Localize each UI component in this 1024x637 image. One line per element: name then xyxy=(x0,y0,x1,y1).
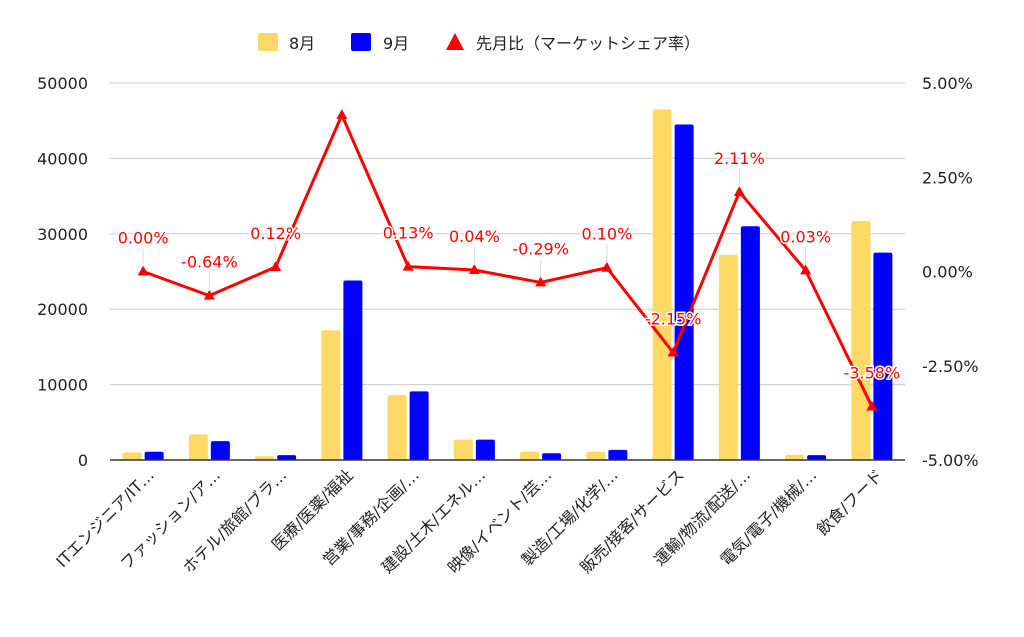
bar-sep xyxy=(807,455,827,460)
bars xyxy=(122,109,893,460)
left-axis: 0 10000 20000 30000 40000 50000 xyxy=(37,74,88,470)
right-tick-label: 2.50% xyxy=(922,168,973,187)
line-point-marker xyxy=(137,265,149,276)
bar-aug xyxy=(321,330,341,460)
bar-aug xyxy=(785,454,805,460)
bar-sep xyxy=(608,449,628,460)
bar-aug xyxy=(586,451,606,460)
line-data-label: -0.29% xyxy=(512,239,569,258)
bar-aug xyxy=(718,254,738,460)
category-label: 飲食/フード xyxy=(813,465,887,539)
line-point-marker xyxy=(800,264,812,275)
category-labels: ITエンジニア/IT…ファッション/ア…ホテル/旅館/ブラ…医療/医薬/福祉営業… xyxy=(52,465,886,577)
line-data-label: 0.10% xyxy=(581,225,632,244)
line-point-marker xyxy=(667,346,679,357)
line-data-label: -3.58% xyxy=(844,363,901,382)
legend-label-sep: 9月 xyxy=(383,34,409,53)
right-tick-label: 0.00% xyxy=(922,263,973,282)
bar-aug xyxy=(188,434,208,460)
line-point-marker xyxy=(601,261,613,272)
legend-swatch-aug xyxy=(258,33,278,51)
right-tick-label: 5.00% xyxy=(922,74,973,93)
bar-aug xyxy=(122,452,142,460)
bar-aug xyxy=(851,220,871,460)
line-data-label: -2.15% xyxy=(645,310,702,329)
line-point-marker xyxy=(203,289,215,300)
gridlines xyxy=(110,82,905,386)
bar-sep xyxy=(873,252,893,460)
bar-sep xyxy=(343,280,363,460)
line-point-marker xyxy=(336,109,348,120)
bar-aug xyxy=(387,395,407,460)
line-data-label: 0.13% xyxy=(383,224,434,243)
left-tick-label: 0 xyxy=(78,451,88,470)
bar-sep xyxy=(475,439,495,460)
right-tick-label: -2.50% xyxy=(922,357,979,376)
bar-sep xyxy=(144,451,164,460)
line-point-marker xyxy=(402,260,414,271)
bar-sep xyxy=(210,441,230,460)
bar-aug xyxy=(255,456,275,460)
left-tick-label: 20000 xyxy=(37,300,88,319)
line-data-label: -0.64% xyxy=(181,253,238,272)
left-tick-label: 30000 xyxy=(37,225,88,244)
bar-aug xyxy=(453,439,473,460)
left-tick-label: 10000 xyxy=(37,376,88,395)
legend-swatch-sep xyxy=(351,33,371,51)
legend-label-share: 先月比（マーケットシェア率） xyxy=(476,34,700,53)
right-axis: -5.00% -2.50% 0.00% 2.50% 5.00% xyxy=(922,74,979,470)
left-tick-label: 40000 xyxy=(37,149,88,168)
legend: 8月 9月 先月比（マーケットシェア率） xyxy=(258,33,700,53)
line-point-marker xyxy=(270,260,282,271)
bar-sep xyxy=(277,455,297,460)
line-data-label: 0.00% xyxy=(118,229,169,248)
line-data-label: 0.03% xyxy=(780,227,831,246)
legend-label-aug: 8月 xyxy=(289,34,315,53)
left-tick-label: 50000 xyxy=(37,74,88,93)
share-line xyxy=(137,109,878,411)
line-data-label: 0.12% xyxy=(250,224,301,243)
line-point-marker xyxy=(468,263,480,274)
bar-sep xyxy=(674,124,694,460)
bar-sep xyxy=(542,453,562,460)
legend-triangle-icon xyxy=(446,33,464,50)
right-tick-label: -5.00% xyxy=(922,451,979,470)
bar-sep xyxy=(740,226,760,460)
line-data-label: 2.11% xyxy=(714,149,765,168)
line-point-marker xyxy=(733,185,745,196)
bar-aug xyxy=(652,109,672,460)
data-labels: 0.00% -0.64% 0.12% 0.13% 0.04% -0.29% 0.10% -2.… xyxy=(116,147,902,402)
share-line-path xyxy=(142,113,874,408)
bar-aug xyxy=(520,451,540,460)
line-point-marker xyxy=(866,400,878,411)
line-data-label: 0.04% xyxy=(449,227,500,246)
bar-sep xyxy=(409,391,429,460)
line-point-marker xyxy=(535,276,547,287)
